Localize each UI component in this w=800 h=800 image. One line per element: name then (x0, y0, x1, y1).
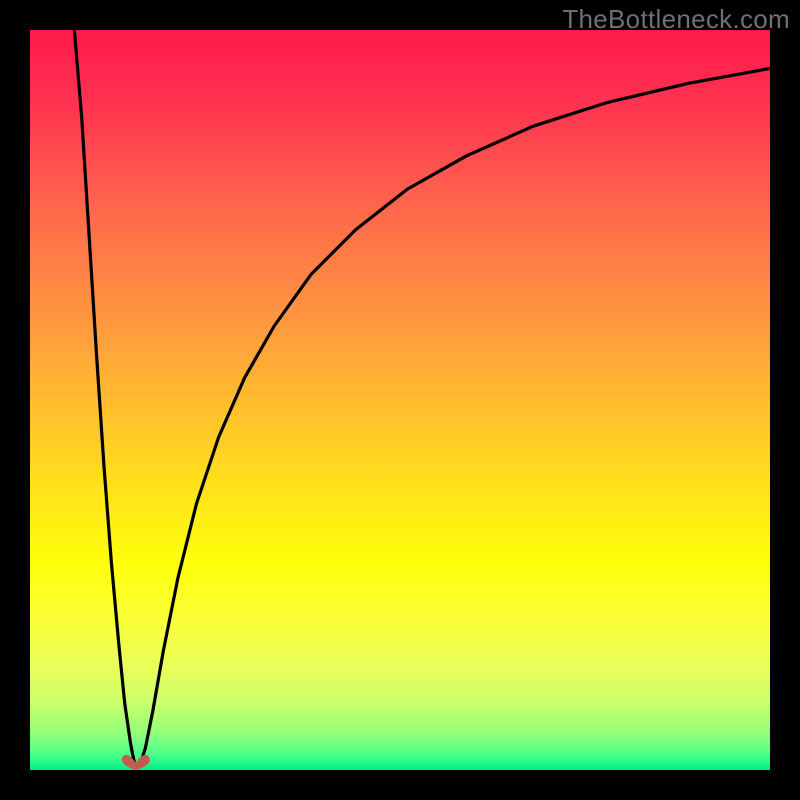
plot-background-gradient (30, 30, 770, 770)
watermark-text: TheBottleneck.com (562, 4, 790, 35)
chart-svg (0, 0, 800, 800)
figure-root: TheBottleneck.com (0, 0, 800, 800)
